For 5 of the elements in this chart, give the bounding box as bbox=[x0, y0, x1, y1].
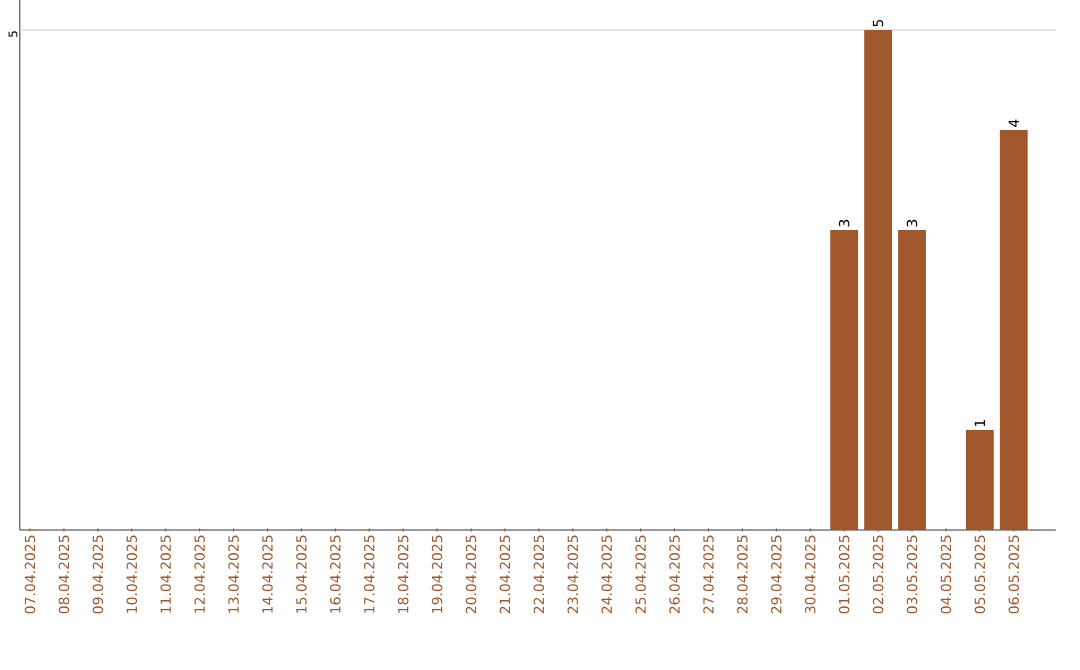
bar bbox=[999, 130, 1028, 530]
bar bbox=[830, 230, 859, 530]
bar bbox=[864, 30, 892, 530]
bar bbox=[898, 230, 926, 530]
bar bbox=[965, 430, 994, 530]
